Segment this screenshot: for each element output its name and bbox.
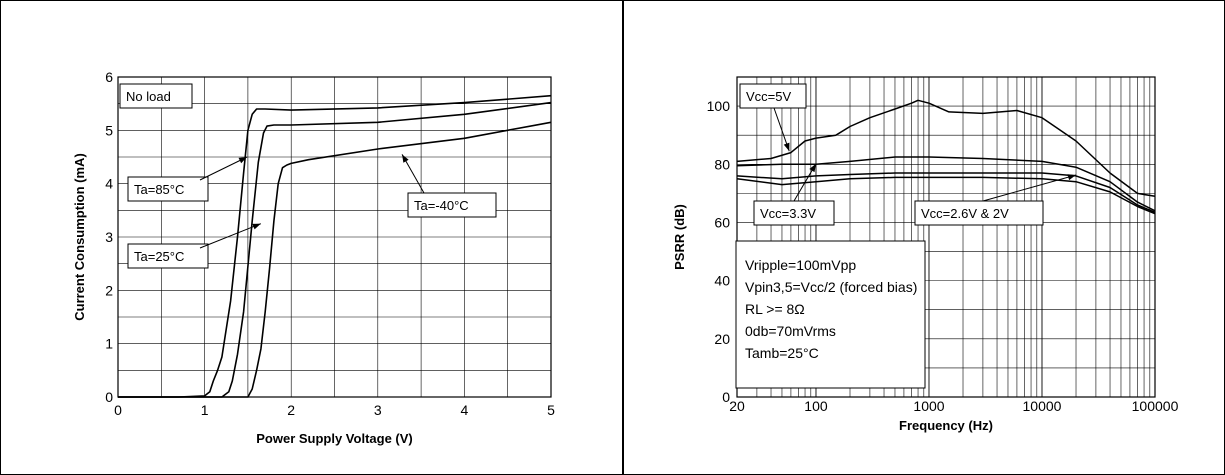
y-tick-label: 100 (707, 98, 731, 114)
x-tick-label: 2 (287, 402, 295, 418)
y-tick-label: 6 (105, 69, 113, 85)
annotation-no-load: No load (119, 83, 193, 109)
x-tick-label: 1000 (913, 398, 944, 414)
arrow-vcc-5v (773, 107, 790, 152)
condition-text: Vripple=100mVpp (745, 257, 856, 273)
condition-text: Tamb=25°C (745, 345, 819, 361)
arrow-vcc-2-6v-2v-head (1067, 174, 1077, 181)
current-consumption-chart: 0 1 2 3 4 5 0 1 2 3 4 5 6 Power Supply Voltage (V) Cur… (0, 0, 623, 475)
series-line-1 (736, 156, 1156, 212)
panel-frame (0, 0, 623, 475)
y-tick-label: 60 (714, 214, 730, 230)
y-tick-label: 4 (105, 176, 113, 192)
x-tick-label: 20 (729, 398, 745, 414)
arrow-vcc-5v-head (783, 142, 790, 152)
y-tick-label: 40 (714, 273, 730, 289)
y-tick-label: 5 (105, 122, 113, 138)
x-tick-label: 100000 (1132, 398, 1179, 414)
annotation-ta-85-box (127, 176, 209, 202)
series-line-1 (118, 101, 552, 398)
conditions-box: Vripple=100mVpp Vpin3,5=Vcc/2 (forced bia… (735, 240, 926, 389)
arrow-ta-85-shaft (199, 156, 248, 181)
annotation-ta-25-text: Ta=25°C (134, 249, 184, 264)
annotation-ta-minus-40: Ta=-40°C (407, 192, 497, 218)
annotation-vcc-3-3v: Vcc=3.3V (753, 200, 835, 226)
x-tick-label: 10000 (1023, 398, 1062, 414)
arrow-ta-85 (199, 156, 248, 181)
y-tick-label: 0 (105, 389, 113, 405)
y-axis-label: Current Consumption (mA) (72, 153, 87, 321)
series-line-0 (736, 99, 1156, 198)
y-tick-label: 0 (722, 389, 730, 405)
series-line-2 (118, 121, 552, 398)
arrow-ta-minus-40-head (402, 154, 409, 163)
x-axis-label: Power Supply Voltage (V) (256, 431, 413, 446)
condition-text: RL >= 8Ω (745, 301, 805, 317)
annotation-vcc-5v: Vcc=5V (739, 83, 807, 109)
x-tick-label: 100 (804, 398, 828, 414)
condition-text: Vpin3,5=Vcc/2 (forced bias) (745, 279, 917, 295)
x-tick-label: 0 (114, 402, 122, 418)
y-tick-label: 3 (105, 229, 113, 245)
arrow-vcc-2-6v-2v-shaft (982, 174, 1077, 202)
psrr-panel: 20 100 1000 10000 100000 0 20 40 60 80 100 Frequenc… (623, 0, 1225, 475)
annotation-no-load-text: No load (126, 89, 171, 104)
plot-area (736, 76, 1156, 398)
x-tick-label: 4 (461, 402, 469, 418)
annotation-ta-25-box (127, 243, 209, 269)
arrow-ta-85-head (238, 157, 248, 164)
arrow-vcc-3-3v-head (809, 163, 816, 173)
arrow-vcc-2-6v-2v (982, 174, 1077, 202)
arrow-ta-minus-40 (401, 154, 425, 194)
x-tick-label: 1 (201, 402, 209, 418)
conditions-box-frame (735, 240, 926, 389)
annotation-vcc-5v-box (739, 83, 807, 109)
series-line-2 (736, 172, 1156, 213)
y-tick-label: 2 (105, 282, 113, 298)
psrr-chart: 20 100 1000 10000 100000020406080100Frequenc… (623, 0, 1225, 475)
series-line-0 (118, 94, 552, 398)
arrow-ta-25-head (252, 223, 261, 230)
y-tick-label: 80 (714, 156, 730, 172)
annotation-vcc-2-6v-2v: Vcc=2.6V & 2V (914, 200, 1044, 226)
arrow-ta-25-shaft (199, 223, 262, 249)
y-axis-label: PSRR (dB) (672, 204, 687, 270)
annotation-ta-25: Ta=25°C (127, 243, 209, 269)
x-tick-label: 5 (547, 402, 555, 418)
annotation-vcc-5v-text: Vcc=5V (746, 89, 791, 104)
annotation-ta-85: Ta=85°C (127, 176, 209, 202)
annotation-vcc-2-6v-2v-text: Vcc=2.6V & 2V (921, 206, 1009, 221)
annotation-no-load-box (119, 83, 193, 109)
condition-text: 0db=70mVrms (745, 323, 836, 339)
annotation-vcc-3-3v-text: Vcc=3.3V (760, 206, 816, 221)
x-tick-label: 3 (374, 402, 382, 418)
annotation-ta-85-text: Ta=85°C (134, 182, 184, 197)
annotation-vcc-2-6v-2v-box (914, 200, 1044, 226)
x-axis-label: Frequency (Hz) (899, 418, 993, 433)
y-tick-label: 1 (105, 336, 113, 352)
grid (117, 76, 552, 398)
arrow-ta-25 (199, 223, 262, 249)
y-tick-label: 20 (714, 331, 730, 347)
plot-area (117, 76, 552, 398)
arrow-vcc-3-3v (793, 163, 817, 202)
annotation-vcc-3-3v-box (753, 200, 835, 226)
current-consumption-panel: 0 1 2 3 4 5 0 1 2 3 4 5 6 Power Supply Voltage (V) Cur… (0, 0, 623, 475)
annotation-ta-minus-40-box (407, 192, 497, 218)
annotation-ta-minus-40-text: Ta=-40°C (414, 198, 469, 213)
series-line-3 (736, 176, 1156, 215)
